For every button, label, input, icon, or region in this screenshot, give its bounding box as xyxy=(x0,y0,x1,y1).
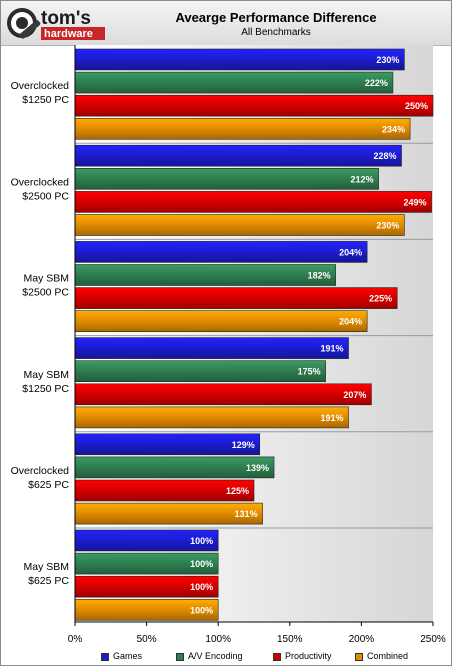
legend-swatch xyxy=(176,652,184,661)
bar-value-label: 191% xyxy=(320,413,343,423)
chart-header: tom's hardware Avearge Performance Diffe… xyxy=(1,1,451,46)
bar-value-label: 131% xyxy=(235,509,258,519)
bar-productivity xyxy=(74,191,432,213)
chart-subtitle: All Benchmarks xyxy=(241,27,311,38)
legend-label: Productivity xyxy=(285,651,332,661)
legend-swatch xyxy=(101,652,109,661)
bar-productivity xyxy=(74,287,398,309)
bar-value-label: 222% xyxy=(365,78,388,88)
bar-value-label: 225% xyxy=(369,294,392,304)
bar-value-label: 100% xyxy=(190,559,213,569)
category-label: $1250 PC xyxy=(22,383,69,395)
bar-games xyxy=(74,337,349,359)
bar-value-label: 129% xyxy=(232,440,255,450)
bar-games xyxy=(74,241,368,263)
bar-value-label: 182% xyxy=(308,271,331,281)
category-label: $1250 PC xyxy=(22,94,69,106)
category-label: Overclocked xyxy=(11,465,70,477)
legend-label: A/V Encoding xyxy=(188,651,243,661)
x-tick-label: 100% xyxy=(205,634,231,645)
bar-value-label: 100% xyxy=(190,536,213,546)
bar-value-label: 230% xyxy=(376,55,399,65)
brand-sub: hardware xyxy=(44,28,93,40)
category-label: May SBM xyxy=(23,561,69,573)
legend-item: Productivity xyxy=(273,651,332,661)
bar-value-label: 100% xyxy=(190,582,213,592)
category-label: May SBM xyxy=(23,273,69,285)
bar-value-label: 204% xyxy=(339,247,362,257)
bar-value-label: 100% xyxy=(190,605,213,615)
bar-value-label: 139% xyxy=(246,463,269,473)
bar-value-label: 175% xyxy=(298,367,321,377)
chart-title: Avearge Performance Difference xyxy=(175,10,377,25)
bar-combined xyxy=(74,310,368,333)
bar-a-v-encoding xyxy=(74,264,336,286)
brand-name: tom's xyxy=(41,8,91,29)
category-label: $625 PC xyxy=(28,575,69,587)
category-label: $625 PC xyxy=(28,479,69,491)
bar-value-label: 250% xyxy=(405,101,428,111)
bar-value-label: 191% xyxy=(320,344,343,354)
bar-value-label: 207% xyxy=(343,390,366,400)
plot-area xyxy=(75,45,433,622)
x-tick-label: 0% xyxy=(68,634,83,645)
bar-a-v-encoding xyxy=(74,71,394,94)
bar-value-label: 230% xyxy=(376,221,399,231)
bar-combined xyxy=(74,406,349,429)
bar-productivity xyxy=(74,383,372,406)
category-label: May SBM xyxy=(23,369,69,381)
legend-label: Games xyxy=(113,651,143,661)
bar-chart: 230% 222% 250% 234% 228% 212% 249% 230% 204% 182%… xyxy=(11,45,446,645)
legend-swatch xyxy=(273,652,281,661)
legend-item: Games xyxy=(101,651,142,661)
legend-label: Combined xyxy=(367,651,409,661)
bar-value-label: 125% xyxy=(226,486,249,496)
legend: Games A/V Encoding Productivity Combined xyxy=(1,647,451,665)
bar-value-label: 212% xyxy=(351,174,374,184)
x-tick-label: 150% xyxy=(277,634,303,645)
bar-a-v-encoding xyxy=(74,168,379,190)
legend-swatch xyxy=(355,652,363,661)
category-label: $2500 PC xyxy=(22,287,69,299)
legend-item: Combined xyxy=(355,651,408,661)
x-tick-label: 200% xyxy=(349,634,375,645)
bar-games xyxy=(74,144,402,167)
x-tick-label: 250% xyxy=(420,634,446,645)
bar-games xyxy=(74,48,405,71)
bar-value-label: 249% xyxy=(404,197,427,207)
bar-value-label: 234% xyxy=(382,124,405,134)
x-tick-label: 50% xyxy=(137,634,157,645)
category-label: $2500 PC xyxy=(22,190,69,202)
bar-a-v-encoding xyxy=(74,360,326,383)
category-label: Overclocked xyxy=(11,176,70,188)
legend-item: A/V Encoding xyxy=(176,651,243,661)
bar-value-label: 228% xyxy=(373,151,396,161)
category-label: Overclocked xyxy=(11,80,70,92)
toms-hardware-logo: tom's hardware xyxy=(7,8,105,40)
bar-a-v-encoding xyxy=(74,456,275,479)
bar-combined xyxy=(74,118,411,140)
bar-productivity xyxy=(74,94,434,117)
bar-value-label: 204% xyxy=(339,317,362,327)
bar-combined xyxy=(74,214,405,236)
